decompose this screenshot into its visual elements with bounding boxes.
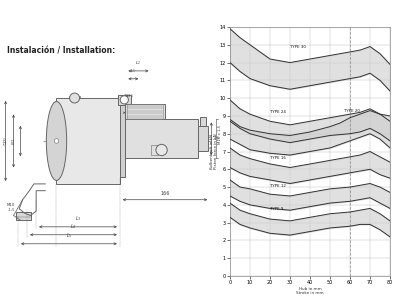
Text: $L_1$: $L_1$: [130, 67, 136, 75]
Text: $L_2$: $L_2$: [135, 59, 142, 67]
Text: TYPE 30: TYPE 30: [290, 45, 306, 49]
Text: $\emptyset D_1$: $\emptyset D_1$: [123, 93, 134, 100]
Text: $L_6$: $L_6$: [0, 138, 2, 144]
X-axis label: Hub in mm
Stroke in mm: Hub in mm Stroke in mm: [296, 286, 324, 295]
Bar: [118, 94, 131, 105]
Text: M16 x 1,5: M16 x 1,5: [218, 124, 222, 144]
Text: TYPE 16: TYPE 16: [270, 156, 286, 160]
Bar: [120, 105, 126, 177]
Circle shape: [120, 96, 128, 104]
Text: H: H: [215, 136, 218, 141]
Text: $L_4$: $L_4$: [70, 222, 77, 231]
Text: $N1$: $N1$: [10, 137, 17, 145]
Text: TYPE 9: TYPE 9: [270, 207, 283, 211]
Bar: [151, 145, 158, 155]
Y-axis label: Kolbenkraft in kN
Piston force in kN: Kolbenkraft in kN Piston force in kN: [210, 134, 218, 169]
Text: $\emptyset D_2$: $\emptyset D_2$: [2, 136, 10, 146]
Text: TYPE 24: TYPE 24: [270, 110, 286, 114]
Text: TYPE 20: TYPE 20: [344, 109, 360, 112]
Bar: [126, 104, 163, 119]
Text: $L_3$: $L_3$: [75, 214, 81, 223]
Text: -1,5: -1,5: [8, 208, 15, 212]
Text: Instalación / Installation:: Instalación / Installation:: [7, 46, 115, 55]
Text: M10: M10: [7, 203, 16, 207]
Text: $L_5$: $L_5$: [66, 231, 72, 240]
Text: TYPE 12: TYPE 12: [270, 184, 286, 188]
Bar: [69, 96, 80, 98]
Bar: [16, 212, 30, 220]
Circle shape: [156, 144, 167, 156]
Text: 166: 166: [160, 191, 170, 196]
Bar: [126, 119, 198, 158]
Circle shape: [54, 139, 59, 143]
Ellipse shape: [46, 101, 67, 181]
Bar: [126, 104, 165, 119]
Bar: [198, 126, 208, 151]
Circle shape: [70, 93, 80, 103]
Bar: [56, 98, 120, 184]
Bar: [200, 117, 206, 126]
